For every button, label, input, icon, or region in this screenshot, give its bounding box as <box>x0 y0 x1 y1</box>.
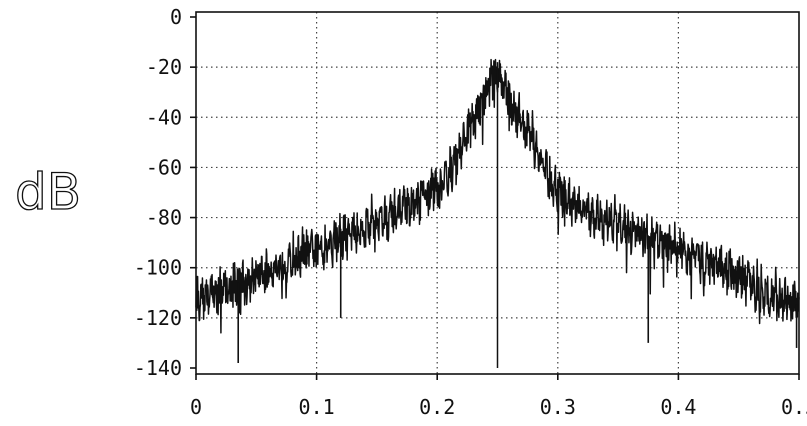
x-tick-label: 0.1 <box>299 395 335 419</box>
plot-frame <box>195 11 800 375</box>
x-tick-label: 0.4 <box>660 395 696 419</box>
y-tick-label: -40 <box>146 105 182 129</box>
x-tick-label: 0.3 <box>540 395 576 419</box>
y-tick-label: -20 <box>146 55 182 79</box>
y-tick-label: -60 <box>146 155 182 179</box>
y-tick-label: -100 <box>134 256 182 280</box>
y-tick-label: -140 <box>134 356 182 380</box>
y-tick-label: 0 <box>170 5 182 29</box>
tick-labels: 0 0.1 0.2 0.3 0.4 0.5 0 -20 -40 -60 -80 -100 -120 -14… <box>134 5 807 419</box>
y-tick-label: -80 <box>146 206 182 230</box>
x-tick-label: 0 <box>190 395 202 419</box>
plot-area <box>195 58 800 368</box>
y-tick-label: -120 <box>134 306 182 330</box>
y-axis-title: dB <box>15 163 81 221</box>
x-tick-label: 0.2 <box>419 395 455 419</box>
axis-ticks <box>190 16 800 380</box>
x-tick-label: 0.5 <box>781 395 807 419</box>
